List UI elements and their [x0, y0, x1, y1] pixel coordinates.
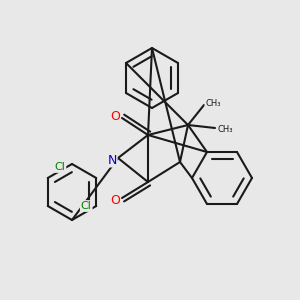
Text: CH₃: CH₃	[205, 98, 221, 107]
Text: CH₃: CH₃	[217, 124, 233, 134]
Text: Cl: Cl	[81, 201, 92, 211]
Text: N: N	[107, 154, 117, 166]
Text: Cl: Cl	[55, 162, 65, 172]
Text: O: O	[110, 110, 120, 122]
Text: O: O	[110, 194, 120, 206]
